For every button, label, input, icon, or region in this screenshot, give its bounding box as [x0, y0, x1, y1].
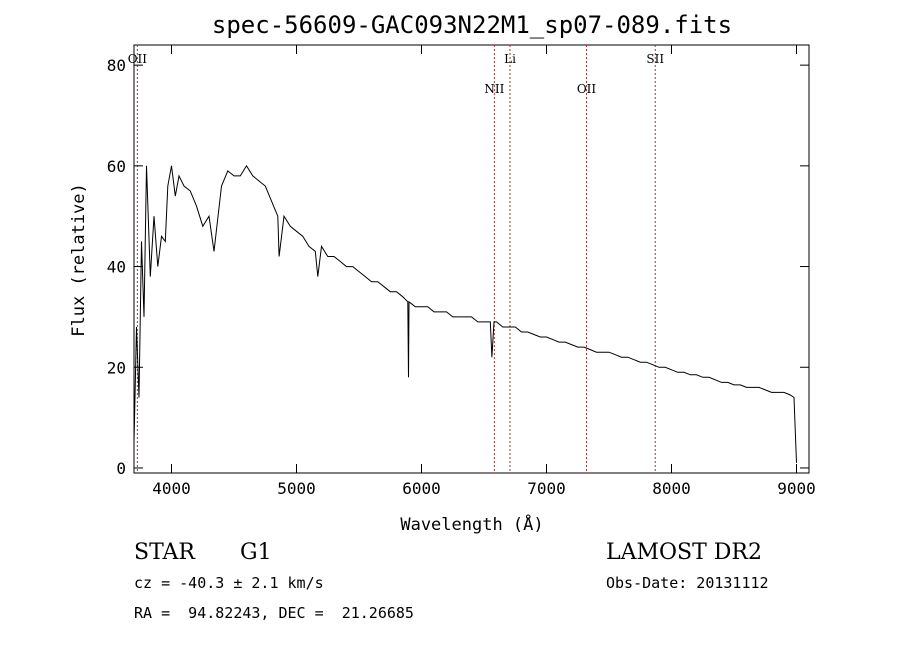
- obs-date-text: Obs-Date: 20131112: [606, 574, 769, 592]
- survey-name: LAMOST DR2: [606, 540, 762, 565]
- emission-line-label: OII: [128, 52, 148, 66]
- x-tick-label: 8000: [652, 479, 691, 498]
- coordinates-text: RA = 94.82243, DEC = 21.26685: [134, 604, 414, 622]
- y-tick-label: 0: [116, 459, 126, 478]
- plot-frame: [133, 44, 810, 474]
- x-axis-label: Wavelength (Å): [400, 513, 543, 535]
- emission-line-label: OII: [577, 82, 597, 96]
- y-axis-ticks: 0 20 40 60 80: [107, 56, 809, 478]
- spectrum-series-line: [133, 164, 797, 463]
- y-tick-label: 20: [107, 358, 126, 377]
- x-tick-label: 4000: [152, 479, 191, 498]
- emission-lines: OII NII Li OII SII: [128, 45, 664, 473]
- chart-title: spec-56609-GAC093N22M1_sp07-089.fits: [212, 11, 732, 39]
- y-tick-label: 80: [107, 56, 126, 75]
- x-tick-label: 6000: [402, 479, 441, 498]
- x-tick-label: 9000: [777, 479, 816, 498]
- x-tick-label: 7000: [527, 479, 566, 498]
- x-tick-label: 5000: [277, 479, 316, 498]
- y-axis-label: Flux (relative): [69, 183, 89, 337]
- emission-line-label: SII: [646, 52, 664, 66]
- y-tick-label: 60: [107, 157, 126, 176]
- y-tick-label: 40: [107, 258, 126, 277]
- object-class: STAR: [134, 540, 195, 565]
- redshift-text: cz = -40.3 ± 2.1 km/s: [134, 574, 324, 592]
- object-subclass: G1: [240, 540, 272, 565]
- x-axis-ticks: 4000 5000 6000 7000 8000 9000: [152, 45, 816, 498]
- emission-line-label: NII: [484, 82, 504, 96]
- emission-line-label: Li: [504, 52, 516, 66]
